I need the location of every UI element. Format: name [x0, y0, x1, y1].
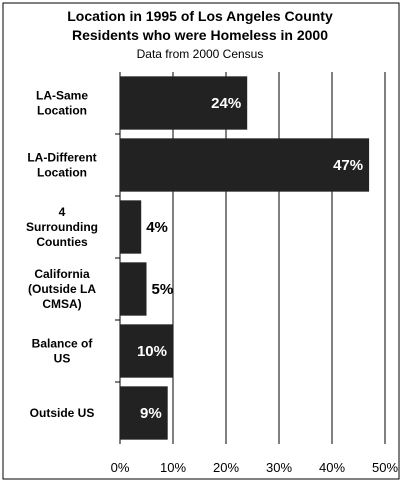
data-label: 24% — [211, 95, 241, 112]
chart-subtitle: Data from 2000 Census — [137, 47, 264, 61]
chart-title-line-1: Location in 1995 of Los Angeles County — [67, 8, 333, 24]
category-label: Outside US — [30, 406, 95, 420]
category-label-line: Outside US — [30, 406, 95, 420]
x-tick-label: 50% — [372, 460, 398, 475]
x-tick-label: 10% — [160, 460, 186, 475]
category-label-line: Surrounding — [26, 220, 98, 234]
category-label-line: Location — [37, 104, 87, 118]
data-label: 47% — [333, 157, 363, 174]
bar — [120, 386, 168, 440]
x-tick-label: 0% — [111, 460, 130, 475]
chart-title-line-2: Residents who were Homeless in 2000 — [72, 27, 328, 43]
category-label-line: Counties — [36, 235, 88, 249]
category-label-line: 4 — [59, 205, 66, 219]
x-tick-label: 30% — [266, 460, 292, 475]
category-label: LA-Same Location — [36, 89, 88, 118]
category-label-line: US — [54, 352, 71, 366]
category-label-line: LA-Same — [36, 89, 88, 103]
x-tick-label: 20% — [213, 460, 239, 475]
category-label-line: Location — [37, 166, 87, 180]
category-label-line: Balance of — [32, 337, 94, 351]
category-label-line: LA-Different — [27, 151, 96, 165]
bar — [120, 138, 370, 192]
category-label: LA-Different Location — [27, 151, 96, 180]
data-label: 9% — [140, 405, 162, 422]
x-tick-label: 40% — [319, 460, 345, 475]
category-label: Balance of US — [32, 337, 94, 366]
bar — [120, 76, 248, 130]
category-label-line: (Outside LA — [28, 282, 96, 296]
data-label: 5% — [152, 281, 174, 298]
category-label-line: California — [34, 267, 90, 281]
bar — [120, 200, 142, 254]
category-label: California (Outside LA CMSA) — [28, 267, 96, 311]
category-label: 4 Surrounding Counties — [26, 205, 98, 249]
bar — [120, 262, 147, 316]
category-label-line: CMSA) — [42, 297, 81, 311]
data-label: 10% — [137, 343, 167, 360]
data-label: 4% — [146, 219, 168, 236]
bar — [120, 324, 173, 378]
